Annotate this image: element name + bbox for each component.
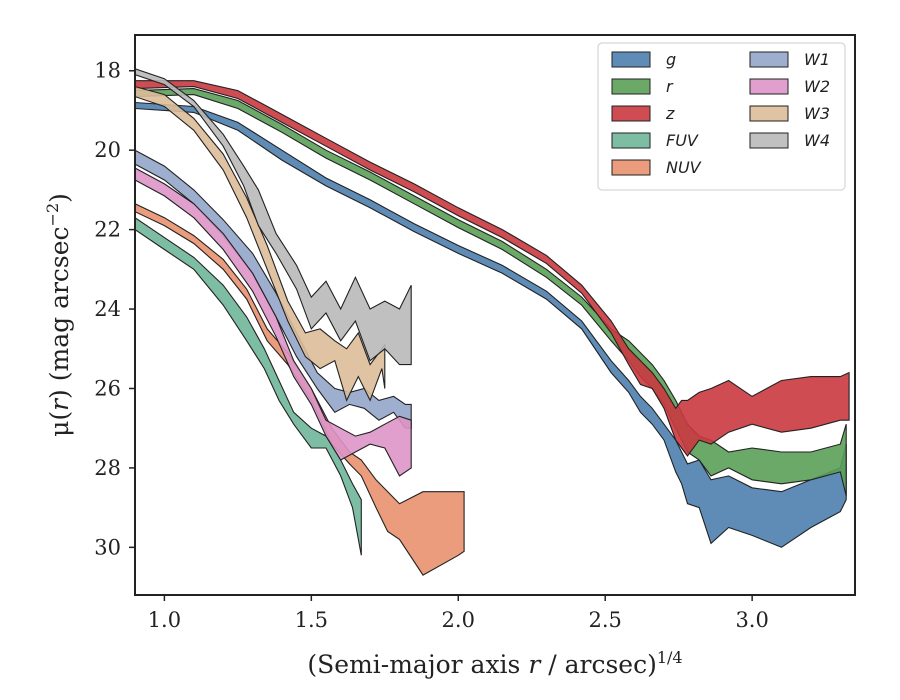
legend-swatch-nuv (611, 159, 651, 176)
legend-label-z: z (665, 104, 675, 123)
series-band-fuv (135, 217, 362, 556)
legend-swatch-r (611, 78, 651, 95)
y-tick-label: 20 (94, 138, 121, 162)
plot-frame (134, 34, 856, 596)
legend-swatch-w4 (749, 132, 789, 149)
x-tick-label: 1.5 (295, 608, 328, 632)
legend-label-g: g (666, 50, 676, 69)
x-axis-label: (Semi-major axis r / arcsec)1/4 (307, 648, 682, 679)
y-tick-label: 22 (94, 218, 121, 242)
legend-label-r: r (666, 77, 674, 96)
y-tick-label: 24 (94, 297, 121, 321)
legend-swatch-z (611, 105, 651, 122)
legend-swatch-w1 (749, 51, 789, 68)
series-band-z (135, 80, 850, 457)
x-axis-label-main: (Semi-major axis (307, 650, 528, 679)
y-tick-label: 30 (94, 535, 121, 559)
series-band-g (135, 101, 847, 548)
x-tick-label: 3.0 (735, 608, 768, 632)
series-band-w3 (135, 86, 386, 402)
series-bands (135, 68, 850, 576)
legend-label-w3: W3 (804, 104, 830, 123)
x-axis-label-var: r (528, 650, 542, 679)
y-axis-label-prefix: μ( (45, 411, 74, 437)
series-band-w4 (135, 68, 412, 366)
y-axis-label-exponent: −2 (43, 203, 62, 227)
axis-ticks: 1.0 1.5 2.0 2.5 3.0 18 20 22 24 26 28 30 (94, 59, 769, 632)
legend-label-w1: W1 (804, 50, 830, 69)
legend-label-w4: W4 (804, 131, 830, 150)
legend: grz FUV NUV W1 W2 W3 W4 (597, 42, 846, 191)
x-tick-label: 1.0 (148, 608, 181, 632)
x-tick-label: 2.0 (442, 608, 475, 632)
x-axis-label-exponent: 1/4 (657, 648, 683, 667)
legend-swatch-g (611, 51, 651, 68)
y-axis-label-var: r (45, 397, 74, 411)
y-tick-label: 28 (94, 456, 121, 480)
series-band-w2 (135, 167, 412, 477)
legend-swatch-w3 (749, 105, 789, 122)
y-axis-label-suffix: ) (45, 193, 74, 203)
y-tick-label: 26 (94, 376, 121, 400)
legend-swatch-w2 (749, 78, 789, 95)
legend-swatch-fuv (611, 132, 651, 149)
y-axis-label-unit: ) (mag arcsec (45, 226, 74, 399)
legend-label-w2: W2 (804, 77, 830, 96)
legend-label-fuv: FUV (666, 131, 699, 150)
legend-label-nuv: NUV (666, 158, 702, 177)
y-tick-label: 18 (94, 59, 121, 83)
y-axis-label: μ(r) (mag arcsec−2) (43, 193, 74, 437)
x-axis-label-unit: / arcsec) (540, 650, 657, 679)
x-tick-label: 2.5 (589, 608, 622, 632)
series-band-r (135, 88, 847, 496)
